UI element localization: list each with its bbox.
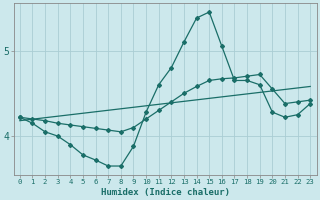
X-axis label: Humidex (Indice chaleur): Humidex (Indice chaleur) [100, 188, 229, 197]
